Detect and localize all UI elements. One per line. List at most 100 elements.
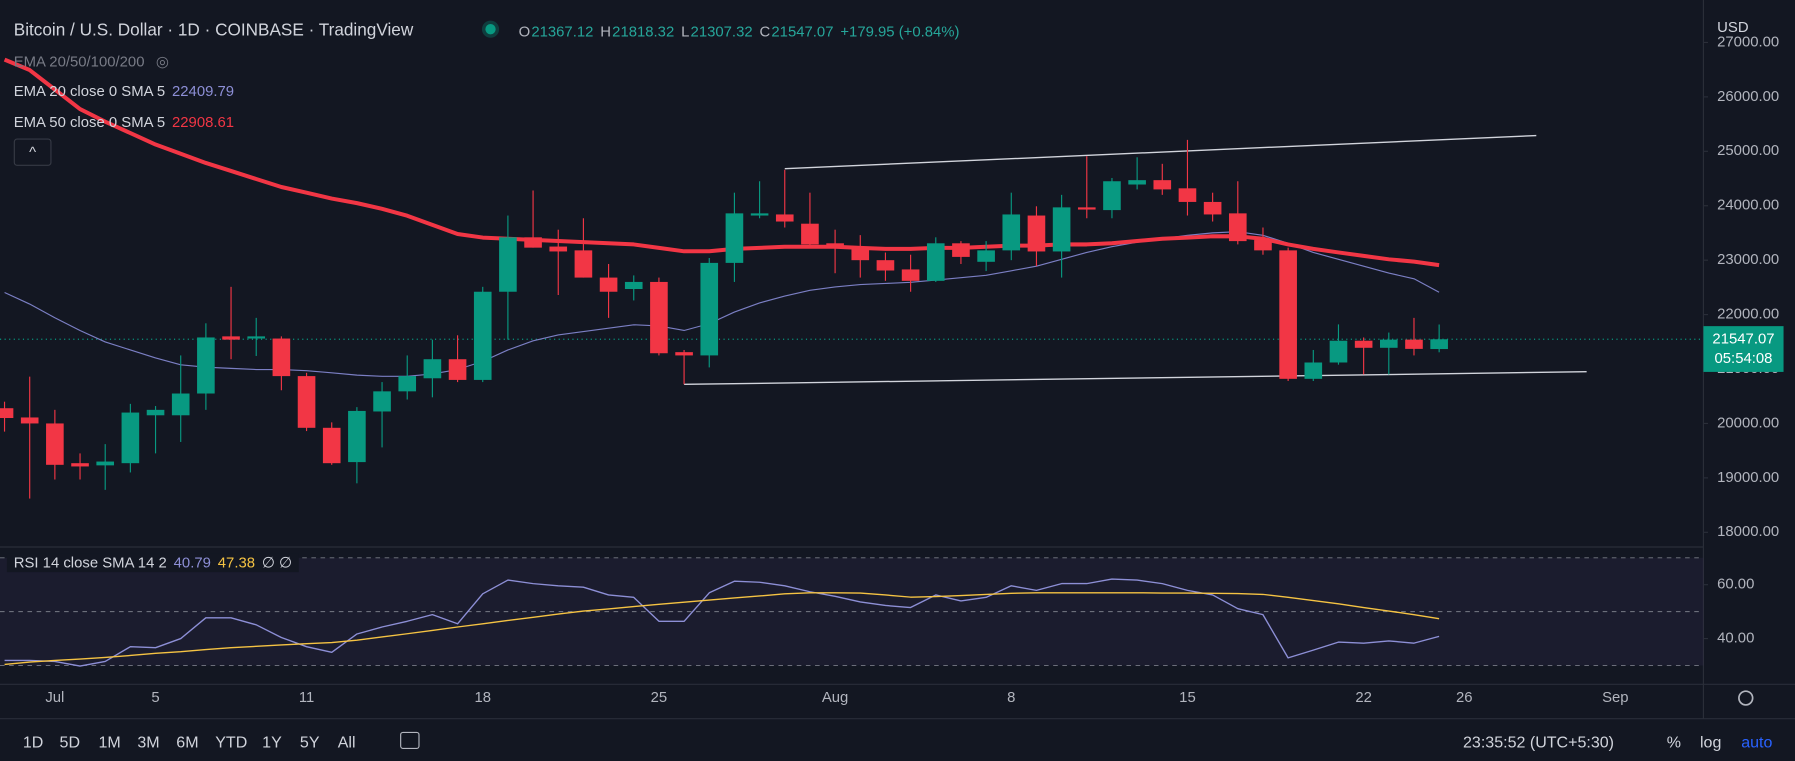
ohlc-letter: C [759,22,771,41]
rsi-line [4,592,1440,666]
candle-body [1354,340,1373,348]
legend-value: 22908.61 [171,113,235,131]
candle-body [1153,180,1172,190]
candle-body [171,393,190,416]
candle-body [423,359,442,379]
x-tick-label: Jul [45,690,64,706]
x-tick-label: 26 [1456,690,1473,706]
candle-body [1052,207,1071,252]
scale-option[interactable]: log [1699,732,1722,751]
currency[interactable]: USD [1717,18,1749,36]
candle-body [373,391,391,412]
legend-suffix: ∅ ∅ [261,553,292,572]
candle-body [826,243,844,248]
trendline [784,134,1537,170]
candle-body [146,409,165,416]
candle-body [197,337,215,394]
legend-value: 22409.79 [171,82,235,100]
candle-body [952,243,970,257]
candle-body [977,250,995,262]
x-tick-label: 15 [1179,690,1196,706]
ema-line [3,57,1440,268]
ohlc-letter: O [518,22,531,41]
rsi-tick-label: 60.00 [1717,577,1754,593]
candle-body [574,250,593,278]
candle-body [599,277,618,292]
indicator-group: EMA 20/50/100/200 ◎ [14,53,169,71]
candle-body [1203,201,1222,215]
timeframe-button[interactable]: 1D [22,732,44,751]
candle-body [1178,188,1197,202]
x-tick-label: Sep [1602,690,1628,706]
candle-body [876,260,895,271]
candle-body [272,338,291,377]
legend-value: 47.38 [217,553,256,572]
candle-body [1002,214,1021,251]
clock: 23:35:52 (UTC+5:30) [1463,732,1615,751]
ohlc-value: 21367.12 [531,22,594,41]
timeframe-button[interactable]: 3M [137,732,160,751]
candle-body [1329,340,1348,363]
candle-body [775,214,794,222]
settings-icon[interactable] [1738,690,1754,706]
x-tick-label: Aug [822,690,848,706]
candle-body [926,243,945,281]
x-tick-label: 5 [151,690,159,706]
last-price: 21547.07 [1712,329,1775,347]
legend-label: EMA 50 close 0 SMA 5 [13,113,166,131]
countdown: 05:54:08 [1714,349,1773,367]
candle-body [1430,339,1448,350]
x-tick-label: 25 [651,690,668,706]
timeframe-button[interactable]: 1M [98,732,121,751]
candle-body [851,246,870,261]
timeframe-button[interactable]: 6M [176,732,199,751]
change: +179.95 (+0.84%) [840,22,960,41]
timeframe-button[interactable]: YTD [215,732,248,751]
y-tick-label: 26000.00 [1717,89,1779,105]
y-tick-label: 27000.00 [1717,34,1779,50]
candle-body [1254,240,1272,251]
scale-option[interactable]: % [1666,732,1682,751]
candle-body [725,213,744,263]
candle-body [20,417,39,424]
y-tick-label: 25000.00 [1717,143,1779,159]
candle-body [46,423,64,465]
rsi-legend: RSI 14 close SMA 14 2 40.79 47.38 ∅ ∅ [6,553,299,573]
candle-body [322,427,341,464]
ohlc-value: 21818.32 [612,22,675,41]
timeframe-button[interactable]: 5Y [299,732,320,751]
ohlc-legend: O21367.12 H21818.32 L21307.32 C21547.07 +179… [519,23,961,40]
scale-option[interactable]: auto [1741,732,1773,751]
symbol-title: Bitcoin / U.S. Dollar · 1D · COINBASE · … [13,20,414,41]
candle-body [1103,181,1121,211]
x-tick-label: 22 [1355,690,1372,706]
candle-body [473,291,492,380]
ohlc-letter: L [681,22,690,41]
timeframe-button[interactable]: 5D [59,732,81,751]
eye-icon[interactable]: ◎ [155,52,169,70]
candle-body [700,262,719,356]
candle-body [624,281,643,290]
candle-body [1279,250,1297,379]
calendar-icon[interactable] [400,731,420,749]
timeframe-button[interactable]: 1Y [262,732,282,751]
ohlc-letter: H [600,22,612,41]
x-tick-label: 8 [1007,690,1015,706]
y-tick-label: 24000.00 [1717,198,1779,214]
candle-body [1380,339,1398,348]
candle-body [448,359,467,380]
timeframe-button[interactable]: All [337,732,356,751]
y-tick-label: 18000.00 [1717,524,1779,540]
collapse-button[interactable]: ^ [13,138,52,166]
candle-body [499,237,517,292]
ohlc-value: 21307.32 [690,22,753,41]
candle-body [0,408,14,419]
x-tick-label: 18 [474,690,491,706]
candle-body [675,352,693,356]
candle-body [1228,213,1247,242]
legend-label: RSI 14 close SMA 14 2 [13,553,167,572]
candle-body [398,376,417,392]
candle-body [901,269,920,281]
